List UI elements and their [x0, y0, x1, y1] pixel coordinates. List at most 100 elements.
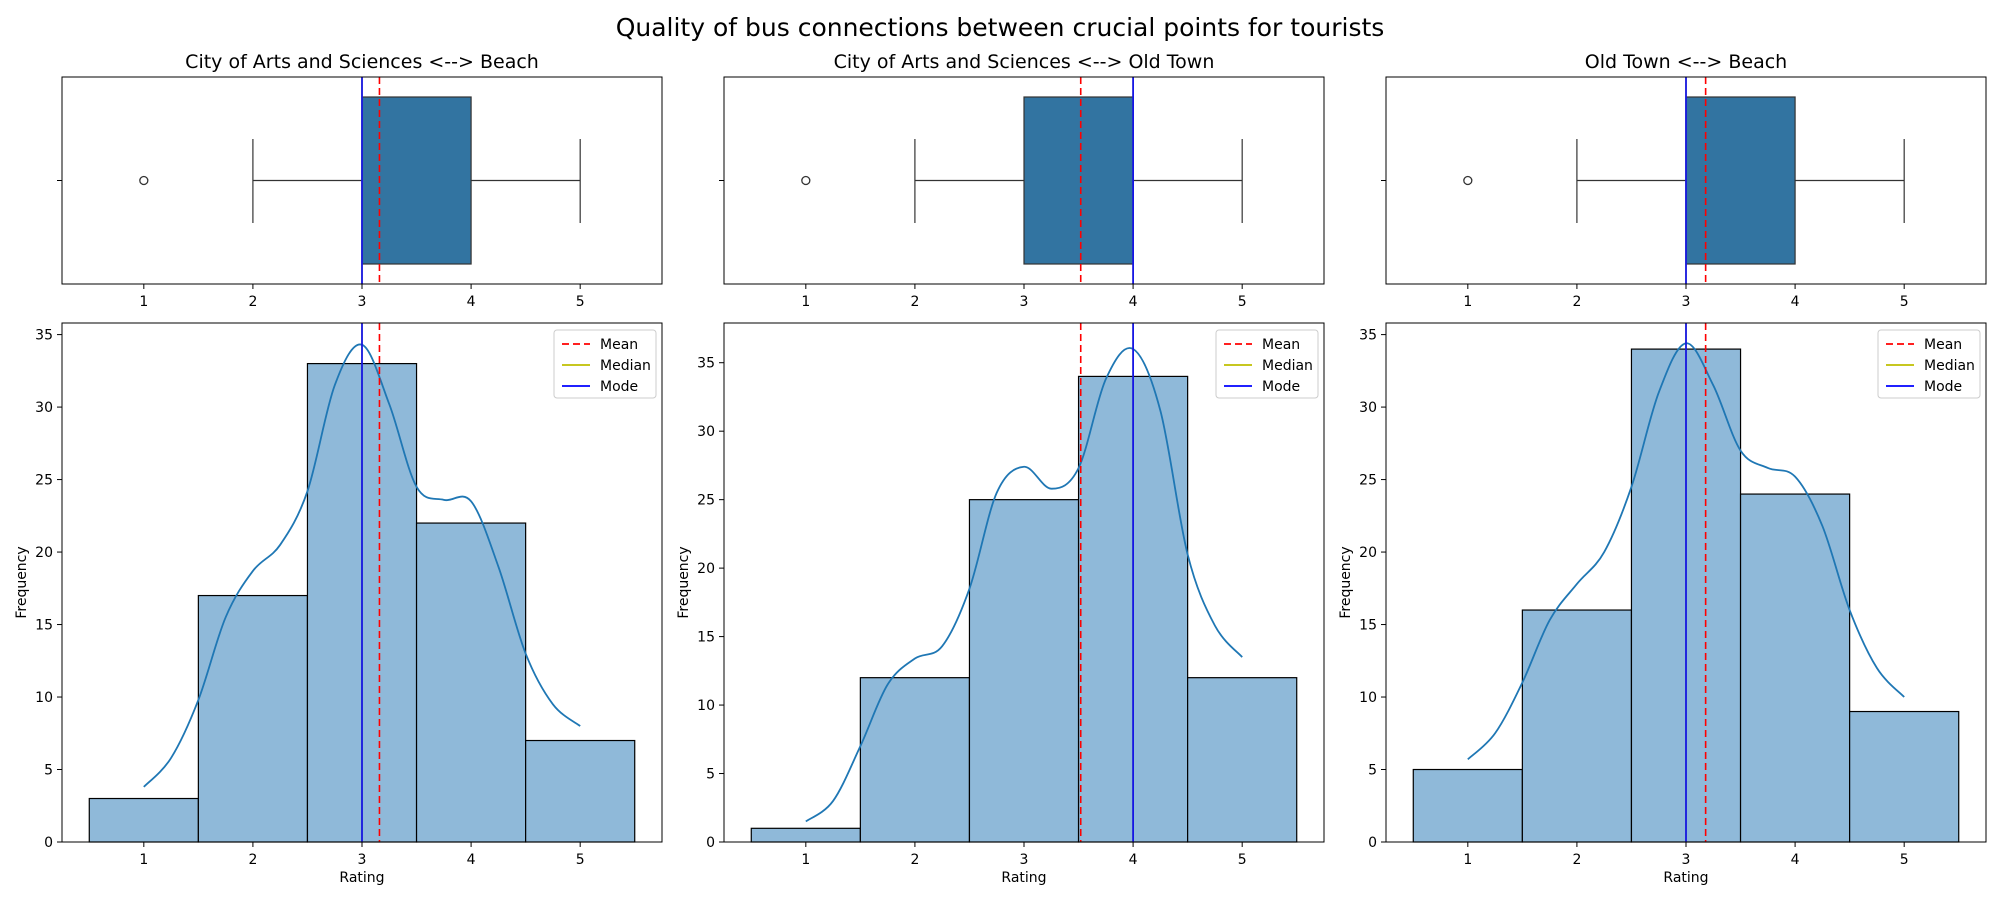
- box-x-tick-label: 2: [248, 294, 257, 310]
- panel-1: City of Arts and Sciences <--> Beach 1 2 3 4…: [14, 51, 663, 886]
- y-tick-label: 10: [697, 698, 715, 714]
- box-x-tick-label: 3: [358, 294, 367, 310]
- histogram-bar: [1739, 493, 1851, 843]
- legend-label-mean: Mean: [600, 337, 638, 353]
- y-tick-label: 30: [1359, 400, 1377, 416]
- box-x-tick-label: 5: [1238, 294, 1247, 310]
- kde-curve: [805, 347, 1243, 823]
- x-tick-label: 2: [248, 852, 257, 868]
- y-tick-label: 15: [35, 618, 53, 634]
- legend: Mean Median Mode: [1215, 329, 1319, 399]
- x-tick-label: 3: [1020, 852, 1029, 868]
- y-tick-label: 10: [35, 690, 53, 706]
- y-tick-label: 20: [1359, 545, 1377, 561]
- y-tick-label: 30: [697, 424, 715, 440]
- panel-title: Old Town <--> Beach: [1585, 51, 1787, 73]
- box-x-tick-label: 1: [1463, 294, 1472, 310]
- panel-title: City of Arts and Sciences <--> Beach: [185, 51, 539, 73]
- x-tick-label: 4: [1129, 852, 1138, 868]
- y-tick-label: 15: [1359, 618, 1377, 634]
- outlier-point: [139, 175, 149, 186]
- y-tick-label: 5: [44, 763, 53, 779]
- boxplot: 1 2 3 4 5: [57, 76, 663, 310]
- x-tick-label: 1: [139, 852, 148, 868]
- iqr-box: [1023, 96, 1134, 265]
- x-tick-label: 3: [358, 852, 367, 868]
- y-tick-label: 20: [35, 545, 53, 561]
- y-tick-label: 0: [706, 835, 715, 851]
- boxplot-border: [1385, 76, 1987, 285]
- y-tick-label: 20: [697, 561, 715, 577]
- x-tick-label: 5: [1900, 852, 1909, 868]
- y-axis-label: Frequency: [14, 546, 30, 618]
- legend-box: [553, 329, 657, 399]
- y-tick-label: 35: [35, 328, 53, 344]
- x-tick-label: 2: [910, 852, 919, 868]
- histogram: 1 2 3 4 505101520253035RatingFrequencyMeanMe…: [1338, 322, 1987, 886]
- legend-label-mean: Mean: [1262, 337, 1300, 353]
- x-tick-label: 4: [467, 852, 476, 868]
- histogram-bar: [859, 677, 971, 843]
- y-tick-label: 25: [1359, 473, 1377, 489]
- box-x-tick-label: 3: [1020, 294, 1029, 310]
- legend-box: [1877, 329, 1981, 399]
- histogram-bar: [88, 797, 199, 843]
- x-tick-label: 4: [1791, 852, 1800, 868]
- box-x-tick-label: 4: [1791, 294, 1800, 310]
- x-axis-label: Rating: [1001, 870, 1046, 886]
- legend: Mean Median Mode: [553, 329, 657, 399]
- box-x-tick-label: 5: [576, 294, 585, 310]
- x-tick-label: 5: [576, 852, 585, 868]
- histogram-bar: [1521, 609, 1633, 843]
- y-tick-label: 0: [44, 835, 53, 851]
- legend: Mean Median Mode: [1877, 329, 1981, 399]
- iqr-box: [361, 96, 472, 265]
- box-x-tick-label: 1: [139, 294, 148, 310]
- box-x-tick-label: 3: [1682, 294, 1691, 310]
- x-tick-label: 3: [1682, 852, 1691, 868]
- x-axis-label: Rating: [339, 870, 384, 886]
- y-tick-label: 35: [697, 356, 715, 372]
- y-tick-label: 15: [697, 630, 715, 646]
- legend-label-median: Median: [1262, 358, 1313, 374]
- y-axis-label: Frequency: [1338, 546, 1354, 618]
- legend-label-median: Median: [1924, 358, 1975, 374]
- y-tick-label: 10: [1359, 690, 1377, 706]
- box-x-tick-label: 5: [1900, 294, 1909, 310]
- legend-label-median: Median: [600, 358, 651, 374]
- legend-label-mode: Mode: [600, 379, 638, 395]
- histogram-bar: [1187, 677, 1298, 843]
- histogram-bar: [1412, 768, 1523, 843]
- y-tick-label: 0: [1368, 835, 1377, 851]
- box-x-tick-label: 1: [801, 294, 810, 310]
- legend-label-mode: Mode: [1924, 379, 1962, 395]
- y-axis-label: Frequency: [676, 546, 692, 618]
- histogram-bar: [197, 594, 309, 843]
- boxplot-border: [61, 76, 663, 285]
- outlier-point: [801, 175, 811, 186]
- boxplot: 1 2 3 4 5: [719, 76, 1325, 310]
- x-axis-label: Rating: [1663, 870, 1708, 886]
- x-tick-label: 1: [801, 852, 810, 868]
- histogram: 1 2 3 4 505101520253035RatingFrequencyMeanMe…: [14, 322, 663, 886]
- panel-2: City of Arts and Sciences <--> Old Town 1…: [676, 51, 1325, 886]
- y-tick-label: 35: [1359, 328, 1377, 344]
- histogram-bar: [968, 499, 1080, 843]
- x-tick-label: 1: [1463, 852, 1472, 868]
- legend-label-mode: Mode: [1262, 379, 1300, 395]
- x-tick-label: 5: [1238, 852, 1247, 868]
- y-tick-label: 5: [706, 767, 715, 783]
- histogram: 1 2 3 4 505101520253035RatingFrequencyMeanMe…: [676, 322, 1325, 886]
- iqr-box: [1685, 96, 1796, 265]
- box-x-tick-label: 2: [910, 294, 919, 310]
- figure-title: Quality of bus connections between cruci…: [616, 13, 1385, 42]
- y-tick-label: 30: [35, 400, 53, 416]
- x-tick-label: 2: [1572, 852, 1581, 868]
- box-x-tick-label: 2: [1572, 294, 1581, 310]
- box-x-tick-label: 4: [467, 294, 476, 310]
- outlier-point: [1463, 175, 1473, 186]
- y-tick-label: 25: [697, 493, 715, 509]
- panel-title: City of Arts and Sciences <--> Old Town: [834, 51, 1215, 73]
